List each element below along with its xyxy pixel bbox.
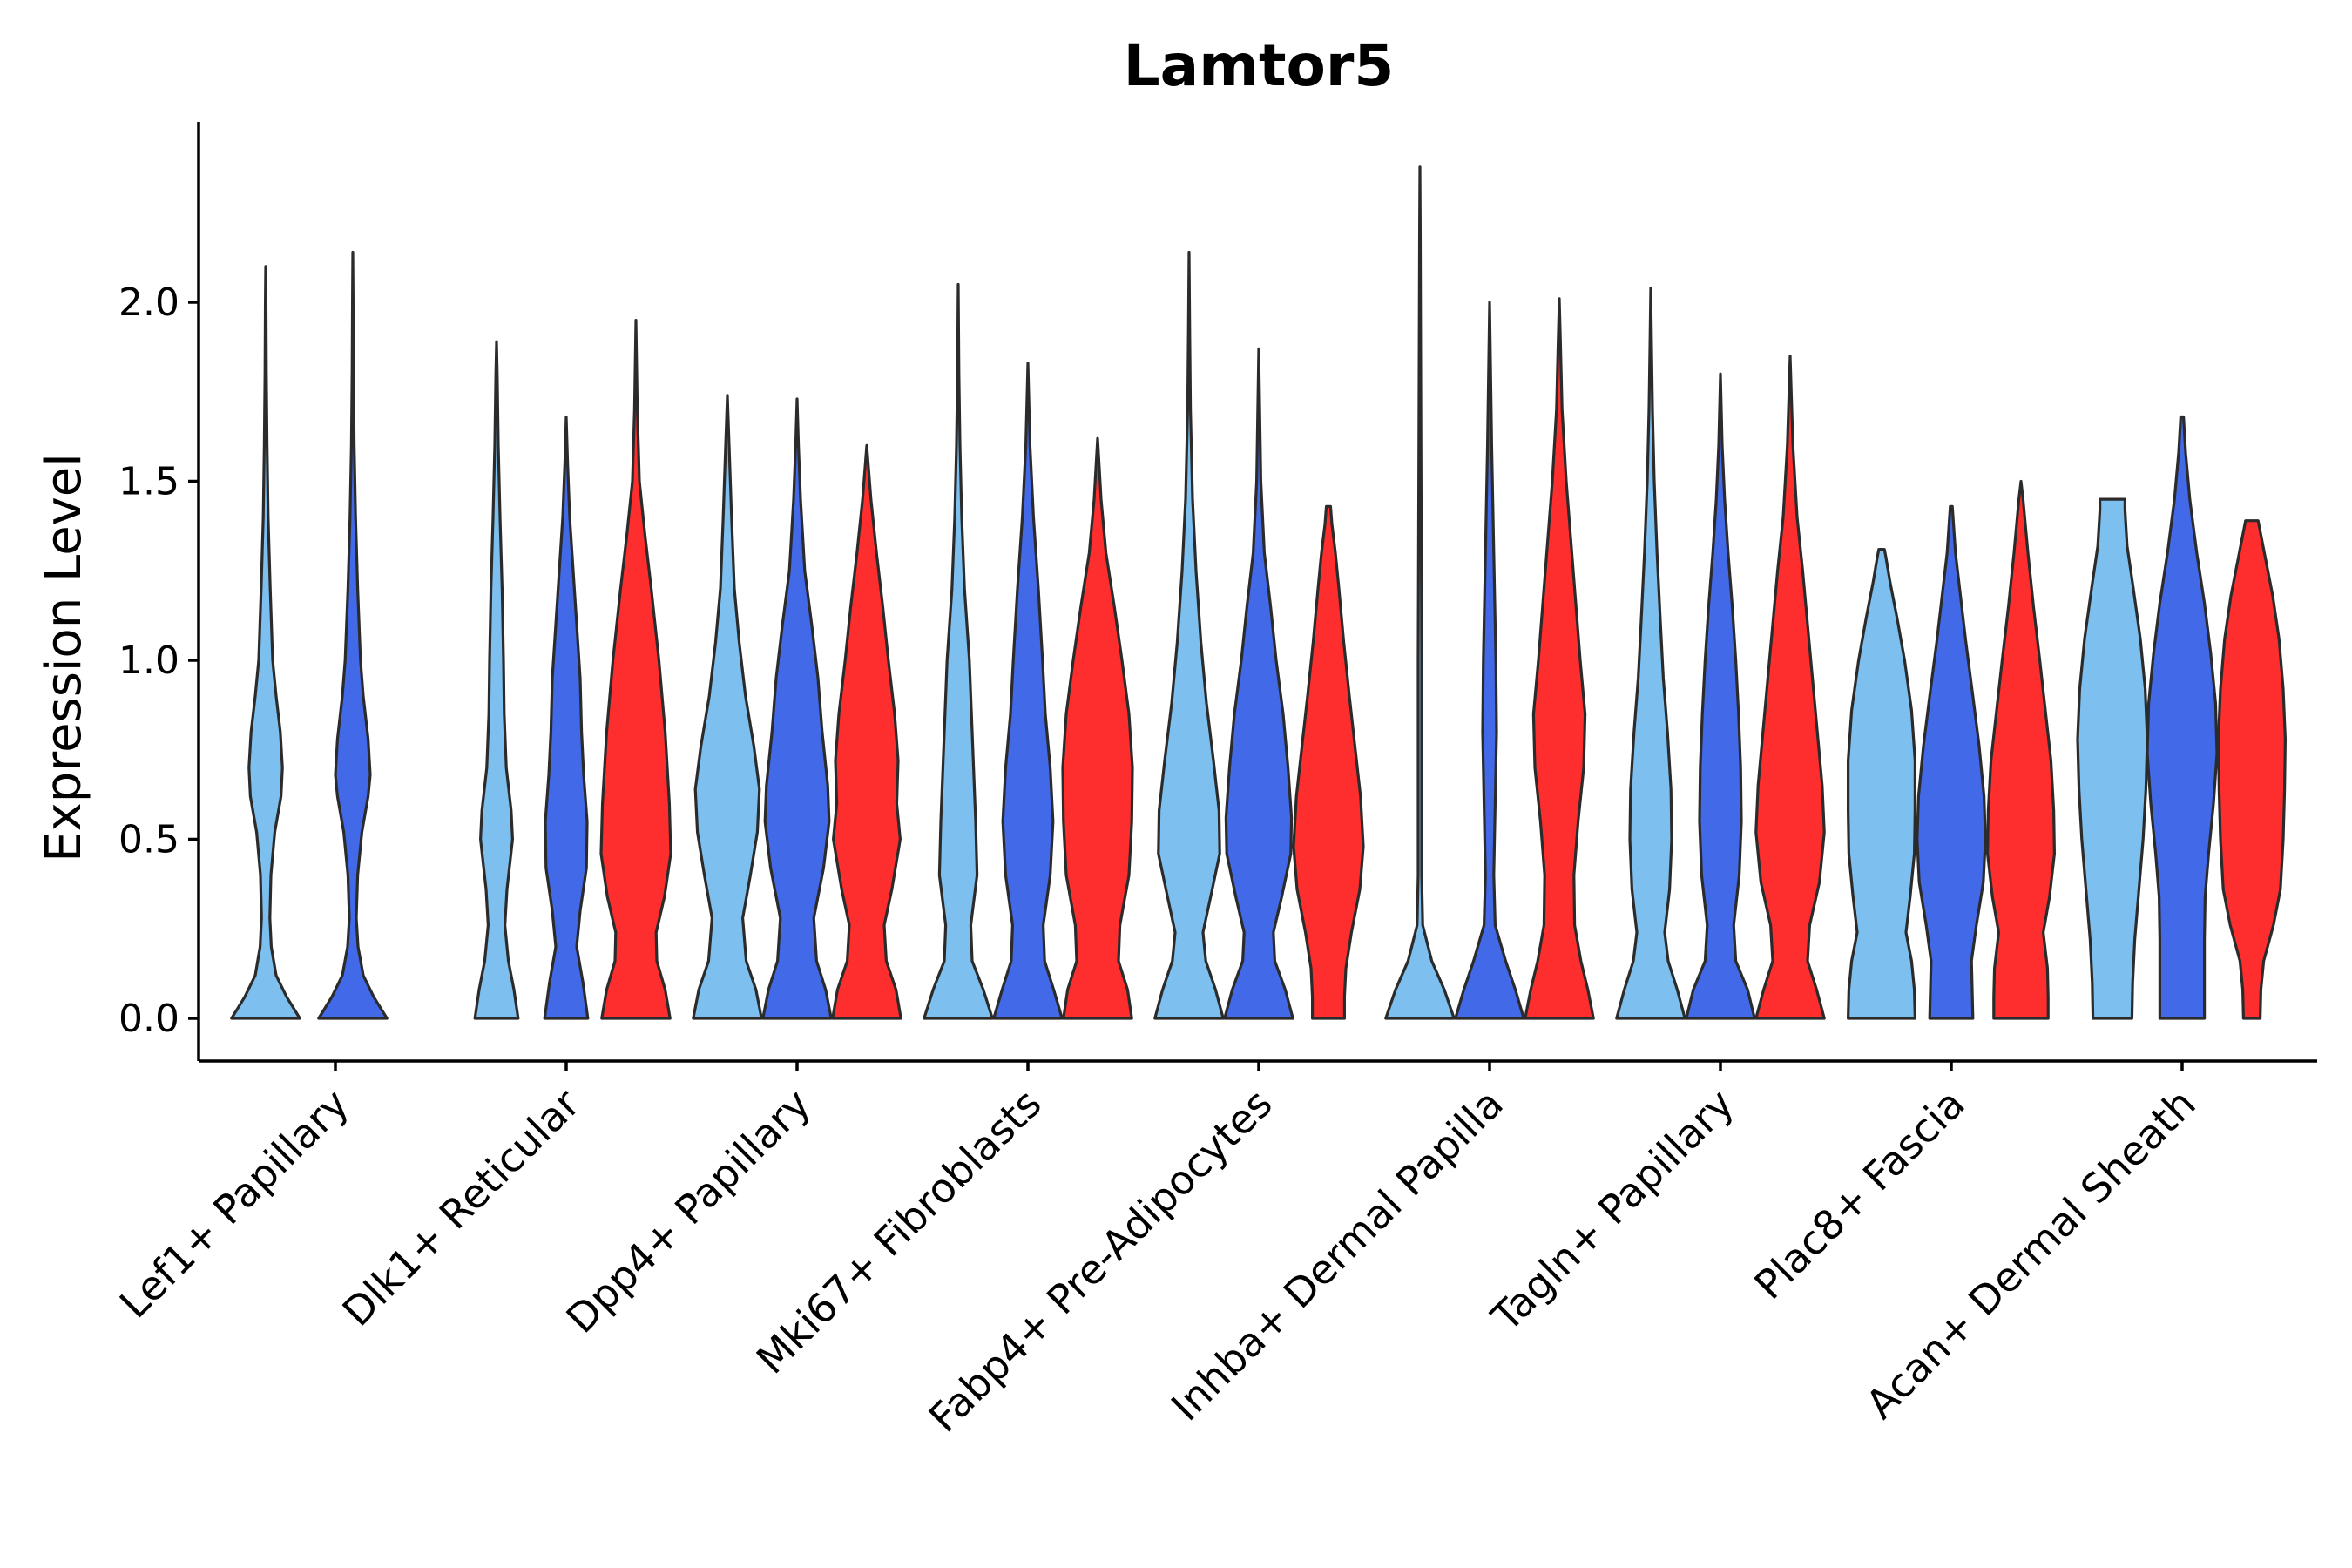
- violin-2-group2: [761, 397, 833, 1020]
- violin-1-group3: [599, 319, 672, 1020]
- x-tick-label: Dlk1+ Reticular: [334, 1080, 589, 1335]
- x-tick-label: Dpp4+ Papillary: [558, 1080, 820, 1342]
- violin-5-group3: [1524, 297, 1595, 1020]
- violin-2-group1: [692, 394, 763, 1020]
- violin-3-group1: [923, 282, 994, 1020]
- violin-4-group3: [1292, 504, 1365, 1020]
- violins-layer: [230, 165, 2287, 1020]
- violin-3-group2: [992, 362, 1064, 1020]
- violin-3-group3: [1061, 436, 1134, 1020]
- violin-5-group2: [1454, 301, 1525, 1020]
- y-tick-label: 0.5: [118, 818, 179, 862]
- x-tick-label: Plac8+ Fascia: [1745, 1080, 1973, 1308]
- violin-7-group1: [1847, 548, 1916, 1020]
- violin-1-group2: [543, 415, 590, 1020]
- y-tick-label: 1.5: [118, 460, 179, 504]
- chart-title: Lamtor5: [1124, 32, 1395, 99]
- y-tick-label: 2.0: [118, 280, 179, 325]
- violin-8-group1: [2076, 497, 2149, 1020]
- violin-1-group1: [473, 340, 520, 1020]
- violin-7-group2: [1916, 504, 1987, 1020]
- violin-4-group2: [1223, 347, 1294, 1020]
- y-tick-label: 1.0: [118, 639, 179, 683]
- violin-6-group3: [1754, 355, 1826, 1020]
- y-tick-label: 0.0: [118, 997, 179, 1041]
- x-tick-label: Lef1+ Papillary: [111, 1080, 358, 1328]
- violin-6-group2: [1685, 372, 1756, 1020]
- violin-8-group2: [2146, 415, 2219, 1020]
- violin-7-group3: [1986, 479, 2056, 1020]
- y-axis-label: Expression Level: [36, 453, 92, 862]
- violin-4-group1: [1153, 250, 1225, 1020]
- violin-2-group3: [831, 443, 902, 1020]
- violin-5-group1: [1384, 165, 1456, 1020]
- x-tick-label: Tagln+ Papillary: [1482, 1080, 1743, 1342]
- violin-0-group1: [230, 265, 301, 1020]
- violin-0-group2: [317, 250, 389, 1020]
- violin-6-group1: [1615, 287, 1686, 1020]
- violin-8-group3: [2217, 519, 2287, 1020]
